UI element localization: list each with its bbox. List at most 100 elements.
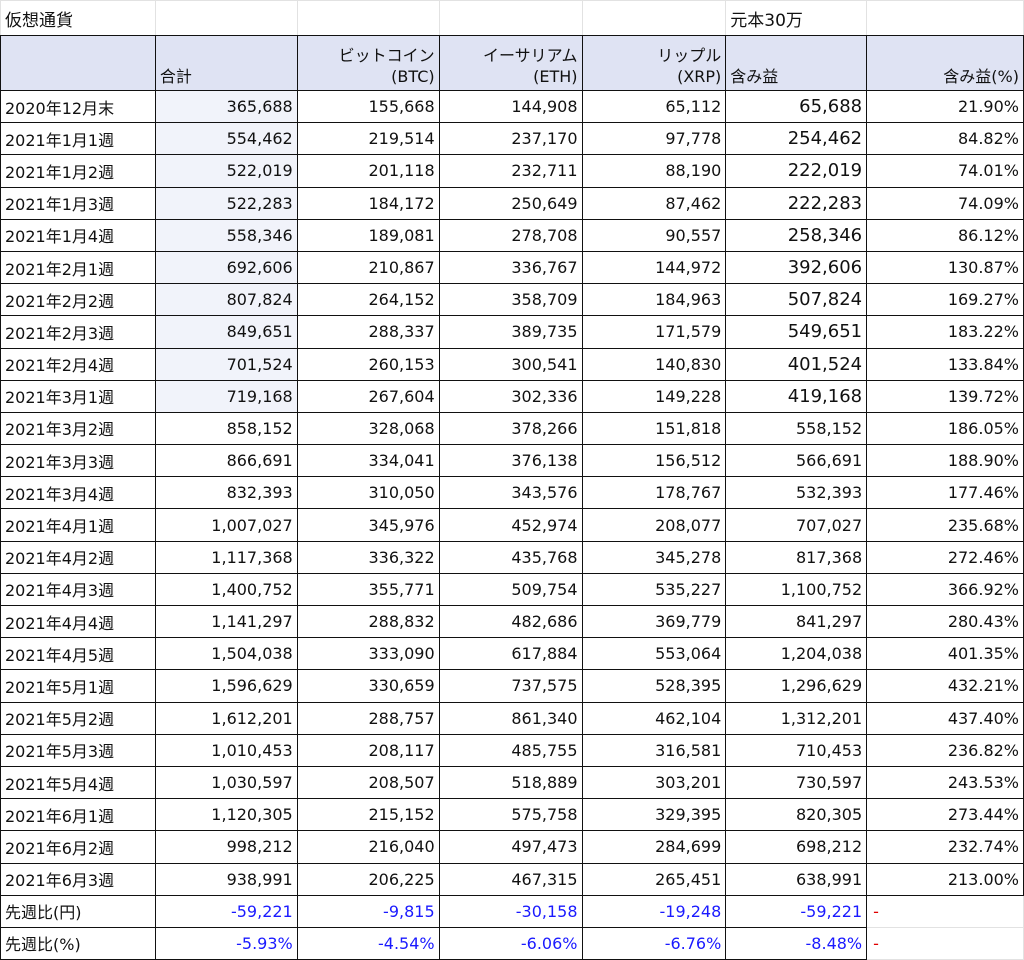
eth-cell[interactable]: 378,266 bbox=[438, 411, 583, 446]
profit-cell[interactable]: 566,691 bbox=[725, 444, 868, 478]
xrp-cell[interactable]: 149,228 bbox=[581, 379, 727, 413]
profit-pct-cell[interactable]: 84.82% bbox=[866, 122, 1024, 156]
total-cell[interactable]: 866,691 bbox=[154, 444, 298, 478]
btc-cell[interactable]: 288,832 bbox=[296, 604, 440, 639]
profit-pct-cell[interactable]: 401.35% bbox=[866, 637, 1024, 671]
total-cell[interactable]: 1,596,629 bbox=[154, 669, 298, 703]
xrp-cell[interactable]: 88,190 bbox=[581, 154, 727, 188]
summary-label-cell[interactable]: 先週比(%) bbox=[0, 926, 156, 960]
total-cell[interactable]: 1,117,368 bbox=[154, 540, 298, 574]
profit-cell[interactable]: 222,283 bbox=[725, 186, 868, 220]
xrp-cell[interactable]: 65,112 bbox=[581, 89, 727, 124]
summary-eth-cell[interactable]: -30,158 bbox=[438, 894, 583, 928]
eth-cell[interactable]: 467,315 bbox=[438, 862, 583, 896]
title-blank-cell[interactable] bbox=[438, 0, 583, 36]
xrp-cell[interactable]: 208,077 bbox=[581, 508, 727, 542]
xrp-cell[interactable]: 184,963 bbox=[581, 283, 727, 317]
eth-cell[interactable]: 144,908 bbox=[438, 89, 583, 124]
btc-cell[interactable]: 328,068 bbox=[296, 411, 440, 446]
total-cell[interactable]: 365,688 bbox=[154, 89, 298, 124]
profit-cell[interactable]: 549,651 bbox=[725, 315, 868, 349]
row-label-cell[interactable]: 2021年1月2週 bbox=[0, 154, 156, 188]
title-blank-cell[interactable] bbox=[154, 0, 298, 36]
total-cell[interactable]: 522,283 bbox=[154, 186, 298, 220]
xrp-cell[interactable]: 528,395 bbox=[581, 669, 727, 703]
total-cell[interactable]: 522,019 bbox=[154, 154, 298, 188]
summary-btc-cell[interactable]: -4.54% bbox=[296, 926, 440, 960]
row-label-cell[interactable]: 2021年1月4週 bbox=[0, 218, 156, 252]
profit-pct-cell[interactable]: 232.74% bbox=[866, 830, 1024, 864]
btc-cell[interactable]: 330,659 bbox=[296, 669, 440, 703]
xrp-cell[interactable]: 156,512 bbox=[581, 444, 727, 478]
row-label-cell[interactable]: 2021年3月1週 bbox=[0, 379, 156, 413]
profit-cell[interactable]: 638,991 bbox=[725, 862, 868, 896]
profit-pct-cell[interactable]: 437.40% bbox=[866, 701, 1024, 735]
summary-xrp-cell[interactable]: -6.76% bbox=[581, 926, 727, 960]
xrp-cell[interactable]: 90,557 bbox=[581, 218, 727, 252]
eth-cell[interactable]: 237,170 bbox=[438, 122, 583, 156]
eth-cell[interactable]: 617,884 bbox=[438, 637, 583, 671]
row-label-cell[interactable]: 2021年2月1週 bbox=[0, 250, 156, 285]
btc-cell[interactable]: 155,668 bbox=[296, 89, 440, 124]
xrp-cell[interactable]: 87,462 bbox=[581, 186, 727, 220]
btc-cell[interactable]: 310,050 bbox=[296, 476, 440, 510]
profit-pct-cell[interactable]: 183.22% bbox=[866, 315, 1024, 349]
btc-cell[interactable]: 184,172 bbox=[296, 186, 440, 220]
row-label-cell[interactable]: 2021年3月2週 bbox=[0, 411, 156, 446]
xrp-cell[interactable]: 369,779 bbox=[581, 604, 727, 639]
btc-cell[interactable]: 288,757 bbox=[296, 701, 440, 735]
btc-cell[interactable]: 206,225 bbox=[296, 862, 440, 896]
row-label-cell[interactable]: 2021年3月4週 bbox=[0, 476, 156, 510]
eth-cell[interactable]: 509,754 bbox=[438, 572, 583, 607]
profit-pct-cell[interactable]: 236.82% bbox=[866, 733, 1024, 767]
btc-cell[interactable]: 336,322 bbox=[296, 540, 440, 574]
btc-cell[interactable]: 208,507 bbox=[296, 765, 440, 800]
total-cell[interactable]: 554,462 bbox=[154, 122, 298, 156]
total-cell[interactable]: 558,346 bbox=[154, 218, 298, 252]
btc-cell[interactable]: 334,041 bbox=[296, 444, 440, 478]
eth-cell[interactable]: 343,576 bbox=[438, 476, 583, 510]
title-blank-cell[interactable] bbox=[581, 0, 727, 36]
total-cell[interactable]: 1,030,597 bbox=[154, 765, 298, 800]
eth-cell[interactable]: 861,340 bbox=[438, 701, 583, 735]
summary-profit-cell[interactable]: -8.48% bbox=[725, 926, 868, 960]
row-label-cell[interactable]: 2021年4月4週 bbox=[0, 604, 156, 639]
total-cell[interactable]: 849,651 bbox=[154, 315, 298, 349]
profit-pct-cell[interactable]: 177.46% bbox=[866, 476, 1024, 510]
total-cell[interactable]: 1,010,453 bbox=[154, 733, 298, 767]
profit-cell[interactable]: 841,297 bbox=[725, 604, 868, 639]
profit-pct-cell[interactable]: 213.00% bbox=[866, 862, 1024, 896]
profit-cell[interactable]: 707,027 bbox=[725, 508, 868, 542]
btc-cell[interactable]: 355,771 bbox=[296, 572, 440, 607]
header-profit-pct[interactable]: 含み益(%) bbox=[866, 35, 1024, 91]
total-cell[interactable]: 692,606 bbox=[154, 250, 298, 285]
header-xrp[interactable]: リップル (XRP) bbox=[581, 35, 727, 91]
profit-cell[interactable]: 254,462 bbox=[725, 122, 868, 156]
row-label-cell[interactable]: 2021年1月3週 bbox=[0, 186, 156, 220]
summary-btc-cell[interactable]: -9,815 bbox=[296, 894, 440, 928]
profit-cell[interactable]: 710,453 bbox=[725, 733, 868, 767]
btc-cell[interactable]: 333,090 bbox=[296, 637, 440, 671]
profit-cell[interactable]: 1,312,201 bbox=[725, 701, 868, 735]
xrp-cell[interactable]: 178,767 bbox=[581, 476, 727, 510]
total-cell[interactable]: 719,168 bbox=[154, 379, 298, 413]
btc-cell[interactable]: 210,867 bbox=[296, 250, 440, 285]
xrp-cell[interactable]: 144,972 bbox=[581, 250, 727, 285]
summary-total-cell[interactable]: -59,221 bbox=[154, 894, 298, 928]
xrp-cell[interactable]: 345,278 bbox=[581, 540, 727, 574]
header-btc[interactable]: ビットコイン (BTC) bbox=[296, 35, 440, 91]
profit-pct-cell[interactable]: 130.87% bbox=[866, 250, 1024, 285]
xrp-cell[interactable]: 553,064 bbox=[581, 637, 727, 671]
btc-cell[interactable]: 201,118 bbox=[296, 154, 440, 188]
eth-cell[interactable]: 300,541 bbox=[438, 347, 583, 381]
sheet-title[interactable]: 仮想通貨 bbox=[0, 0, 156, 36]
row-label-cell[interactable]: 2021年6月3週 bbox=[0, 862, 156, 896]
eth-cell[interactable]: 575,758 bbox=[438, 798, 583, 832]
profit-pct-cell[interactable]: 235.68% bbox=[866, 508, 1024, 542]
row-label-cell[interactable]: 2021年2月4週 bbox=[0, 347, 156, 381]
profit-pct-cell[interactable]: 74.01% bbox=[866, 154, 1024, 188]
summary-eth-cell[interactable]: -6.06% bbox=[438, 926, 583, 960]
profit-pct-cell[interactable]: 432.21% bbox=[866, 669, 1024, 703]
total-cell[interactable]: 832,393 bbox=[154, 476, 298, 510]
total-cell[interactable]: 938,991 bbox=[154, 862, 298, 896]
